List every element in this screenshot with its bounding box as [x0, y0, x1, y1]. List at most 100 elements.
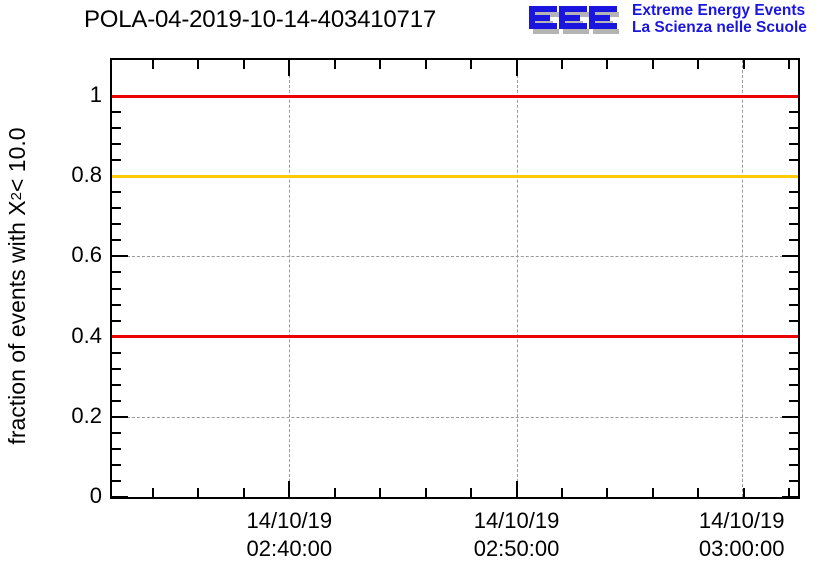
y-tick-label: 0.2: [71, 402, 102, 428]
eee-logo-mark-icon: [529, 6, 619, 34]
y-axis-tick-minor: [789, 399, 798, 402]
y-axis-tick-minor: [789, 223, 798, 226]
reference-line-upper-threshold: [112, 94, 798, 98]
x-tick-label-time: 02:40:00: [246, 536, 333, 561]
y-axis-tick-minor: [789, 239, 798, 242]
reference-line-warning-threshold: [112, 174, 798, 178]
x-axis-tick-major: [288, 60, 291, 76]
y-axis-tick-minor: [789, 319, 798, 322]
y-axis-tick-minor: [789, 207, 798, 210]
x-axis-tick-minor: [697, 488, 700, 497]
gridline-horizontal: [112, 416, 798, 418]
y-axis-tick-minor: [112, 223, 121, 226]
gridline-vertical: [516, 60, 518, 497]
y-axis-tick-minor: [789, 447, 798, 450]
y-axis-tick-minor: [789, 191, 798, 194]
x-tick-label-date: 14/10/19: [246, 508, 333, 533]
x-axis-tick-major: [288, 481, 291, 497]
y-axis-tick-minor: [112, 479, 121, 482]
y-axis-tick-minor: [789, 271, 798, 274]
y-axis-tick-minor: [789, 143, 798, 146]
y-axis-tick-minor: [112, 271, 121, 274]
x-axis-tick-minor: [606, 60, 609, 69]
y-axis-tick-minor: [789, 127, 798, 130]
y-axis-tick-minor: [789, 479, 798, 482]
x-axis-tick-minor: [242, 488, 245, 497]
y-axis-tick-minor: [112, 143, 121, 146]
eee-logo-text: Extreme Energy Events La Scienza nelle S…: [632, 2, 807, 36]
x-axis-tick-minor: [742, 488, 745, 497]
y-axis-tick-minor: [789, 367, 798, 370]
y-tick-label: 0.6: [71, 242, 102, 268]
x-tick-label-time: 02:50:00: [473, 536, 560, 561]
y-axis-tick-major: [112, 255, 128, 258]
x-axis-tick-minor: [470, 488, 473, 497]
x-axis-tick-minor: [788, 60, 791, 69]
x-axis-tick-minor: [424, 60, 427, 69]
y-axis-tick-minor: [112, 319, 121, 322]
x-tick-label-date: 14/10/19: [473, 508, 560, 533]
y-axis-tick-major: [782, 415, 798, 418]
y-axis-tick-minor: [789, 383, 798, 386]
x-tick-label: 14/10/19 03:00:00: [652, 507, 832, 563]
x-axis-tick-minor: [788, 488, 791, 497]
x-axis-tick-minor: [152, 60, 154, 69]
x-axis-tick-major: [515, 481, 518, 497]
y-axis-tick-major: [112, 496, 128, 497]
y-axis-tick-minor: [112, 447, 121, 450]
page-title: POLA-04-2019-10-14-403410717: [84, 6, 436, 33]
y-axis-tick-major: [112, 415, 128, 418]
y-tick-label: 1: [89, 82, 102, 108]
y-axis-tick-minor: [112, 111, 121, 114]
x-axis-tick-minor: [197, 488, 200, 497]
x-axis-tick-minor: [333, 60, 336, 69]
y-tick-label: 0.8: [71, 162, 102, 188]
gridline-vertical: [289, 60, 291, 497]
x-tick-label: 14/10/19 02:40:00: [199, 507, 379, 563]
x-axis-tick-minor: [651, 60, 654, 69]
x-axis-tick-minor: [560, 488, 563, 497]
x-axis-tick-minor: [651, 488, 654, 497]
y-axis-tick-minor: [789, 303, 798, 306]
y-axis-tick-minor: [112, 463, 121, 466]
eee-logo: Extreme Energy Events La Scienza nelle S…: [528, 1, 834, 41]
plot-inner: [112, 60, 798, 497]
x-axis-tick-minor: [379, 488, 382, 497]
y-axis-tick-minor: [112, 191, 121, 194]
y-axis-tick-minor: [789, 463, 798, 466]
y-axis-tick-major: [782, 255, 798, 258]
y-axis-tick-minor: [789, 431, 798, 434]
y-tick-label: 0: [89, 483, 102, 508]
eee-logo-line1: Extreme Energy Events: [632, 2, 806, 19]
y-axis-tick-minor: [789, 351, 798, 354]
x-axis-tick-minor: [333, 488, 336, 497]
eee-logo-line2: La Scienza nelle Scuole: [632, 19, 807, 36]
x-axis-tick-minor: [242, 60, 245, 69]
x-axis-tick-minor: [697, 60, 700, 69]
gridline-vertical: [741, 60, 743, 497]
y-axis-tick-minor: [112, 207, 121, 210]
y-axis-tick-minor: [112, 127, 121, 130]
y-axis-tick-minor: [112, 351, 121, 354]
gridline-horizontal: [112, 256, 798, 258]
x-axis-tick-minor: [197, 60, 200, 69]
y-axis-tick-minor: [789, 111, 798, 114]
x-tick-label-date: 14/10/19: [698, 508, 785, 533]
y-axis-tick-minor: [112, 383, 121, 386]
y-axis-tick-minor: [789, 287, 798, 290]
x-axis-tick-minor: [424, 488, 427, 497]
y-axis-tick-minor: [112, 303, 121, 306]
plot-area: [110, 58, 800, 499]
y-axis-title-prefix: fraction of events with X: [3, 200, 30, 445]
x-tick-label-time: 03:00:00: [698, 536, 785, 561]
y-axis-tick-minor: [112, 239, 121, 242]
y-axis-tick-minor: [112, 431, 121, 434]
y-tick-label: 0.4: [71, 322, 102, 348]
x-axis-tick-minor: [606, 488, 609, 497]
y-axis-tick-minor: [112, 367, 121, 370]
x-axis-tick-minor: [379, 60, 382, 69]
x-axis-tick-minor: [470, 60, 473, 69]
y-axis-tick-minor: [112, 159, 121, 162]
y-axis-title-suffix: < 10.0: [3, 127, 30, 193]
y-axis-tick-minor: [112, 287, 121, 290]
